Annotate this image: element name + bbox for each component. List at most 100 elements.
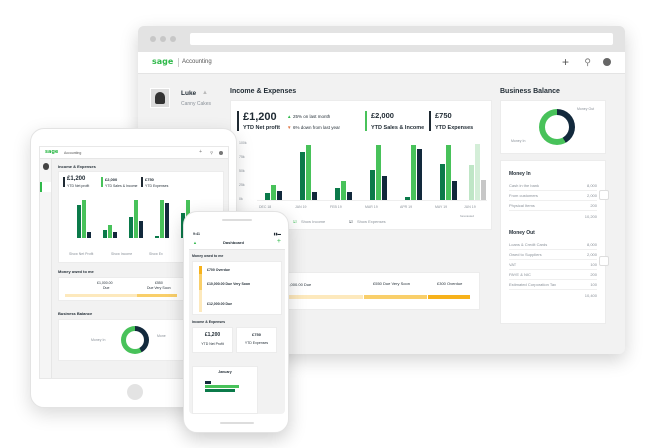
due-label: £1,000.00 Due xyxy=(285,282,312,287)
net-profit-label: YTD Net profit xyxy=(67,184,90,188)
list-item[interactable]: £700 Overdue xyxy=(207,268,230,272)
kpi-marker xyxy=(429,111,431,131)
expand-toggle[interactable] xyxy=(599,256,609,266)
table-row: VAT 100 xyxy=(509,260,597,270)
bar-group[interactable] xyxy=(370,142,388,200)
y-tick: 50k xyxy=(239,169,245,173)
tablet-sidebar xyxy=(40,159,52,378)
due-soon-bar[interactable] xyxy=(137,294,177,297)
overdue-bar[interactable] xyxy=(428,295,470,299)
plus-icon[interactable]: + xyxy=(561,55,569,69)
y-tick: 100k xyxy=(239,141,247,145)
donut-chart[interactable] xyxy=(539,109,575,145)
trend-up-text: 25% on last month xyxy=(293,114,331,119)
avatar[interactable] xyxy=(42,163,49,170)
money-owed-card: £1,000.00 Due £550 Due Very Soon £300 Ov… xyxy=(276,272,480,310)
phone-screen: 9:41 ▮▮▬ ▲ Dashboard + Money owed to me … xyxy=(189,230,285,414)
bar-group[interactable] xyxy=(300,142,318,200)
carousel-dots[interactable] xyxy=(231,358,243,389)
expand-toggle[interactable] xyxy=(599,190,609,200)
sage-logo[interactable]: sage xyxy=(152,57,174,66)
bar-chart: 100k 75k 50k 25k 0k xyxy=(239,141,487,201)
window-dot[interactable] xyxy=(160,36,166,42)
window-dot[interactable] xyxy=(170,36,176,42)
add-icon[interactable]: + xyxy=(276,238,281,245)
money-out-label: Money Out xyxy=(577,107,595,111)
soon-value: £550 xyxy=(155,281,163,285)
help-icon[interactable] xyxy=(219,151,223,155)
signal-battery-icon: ▮▮▬ xyxy=(273,232,281,236)
month-label: January xyxy=(218,370,232,374)
kpi-marker xyxy=(141,177,143,187)
home-button[interactable] xyxy=(127,384,143,400)
table-row: PAYE & NIC 200 xyxy=(509,270,597,280)
table-row: Estimated Corporation Tax 100 xyxy=(509,280,597,290)
sales-value: £2,000 xyxy=(105,177,118,182)
bar-group[interactable] xyxy=(440,142,458,200)
month-chart-card: January xyxy=(192,366,258,414)
show-net-profit-toggle[interactable]: Show Net Profit xyxy=(69,252,94,256)
show-income-toggle[interactable]: Show Income xyxy=(111,252,133,256)
money-out-label: Mone xyxy=(157,334,166,338)
money-in-label: Money In xyxy=(91,338,106,342)
status-time: 9:41 xyxy=(193,232,201,236)
due-soon-bar[interactable] xyxy=(364,295,427,299)
sales-label: YTD Sales & Income xyxy=(371,125,425,131)
list-item[interactable]: £12,000.00 Due xyxy=(207,302,233,306)
donut-chart[interactable] xyxy=(121,326,149,354)
address-bar[interactable] xyxy=(190,33,613,45)
show-expenses-toggle[interactable]: Show Ex xyxy=(149,252,163,256)
window-dot[interactable] xyxy=(150,36,156,42)
expenses-label: YTD Expenses xyxy=(435,125,474,131)
user-icon[interactable]: ▲ xyxy=(193,240,197,245)
x-tick: DEC 18 xyxy=(259,205,272,209)
bar-group[interactable] xyxy=(335,142,353,200)
search-icon[interactable]: ⚲ xyxy=(210,150,213,155)
x-tick: FEB 19 xyxy=(330,205,342,209)
tablet-header: sage Accounting + ⚲ xyxy=(40,147,228,159)
bar-group[interactable] xyxy=(265,142,283,200)
home-indicator[interactable] xyxy=(220,422,254,424)
divider xyxy=(178,58,179,67)
plus-icon[interactable]: + xyxy=(199,149,202,155)
user-name: Luke xyxy=(181,90,197,97)
net-profit-value: £1,200 xyxy=(243,111,277,123)
kpi-marker xyxy=(101,177,103,187)
kpi-marker xyxy=(63,177,65,187)
y-tick: 75k xyxy=(239,155,245,159)
help-icon[interactable] xyxy=(603,58,611,66)
expenses-value: £750 xyxy=(435,111,452,120)
sidebar-item-dashboard[interactable] xyxy=(40,182,51,192)
expenses-value: £750 xyxy=(145,177,154,182)
trend-up-icon: ▲ xyxy=(287,114,292,119)
sales-label: YTD Sales & Income xyxy=(105,184,138,188)
due-bar[interactable] xyxy=(65,294,137,297)
phone-header: 9:41 ▮▮▬ ▲ Dashboard + xyxy=(189,230,285,250)
show-income-checkbox[interactable]: ☑ xyxy=(293,219,297,224)
money-in-total: 10,200 xyxy=(584,214,597,219)
due-soon-label: £550 Due Very Soon xyxy=(373,281,410,286)
kpi-card[interactable]: £750 YTD Expenses xyxy=(236,327,277,353)
kpi-card[interactable]: £1,200 YTD Net Profit xyxy=(192,327,233,353)
bar-group[interactable] xyxy=(405,142,423,200)
search-icon[interactable]: ⚲ xyxy=(584,57,591,67)
bar-group-forecast[interactable] xyxy=(469,142,487,200)
sage-logo[interactable]: sage xyxy=(45,149,59,155)
business-balance-chart: Money Out Money In xyxy=(500,100,606,154)
balance-table: Money In Cash in the bank 8,000 From cust… xyxy=(500,160,606,324)
expenses-label: YTD Expenses xyxy=(145,184,169,188)
avatar[interactable] xyxy=(150,88,170,108)
business-balance-title: Business Balance xyxy=(500,88,560,95)
show-income-label: Show Income xyxy=(301,219,326,224)
browser-chrome xyxy=(138,26,625,52)
money-in-title: Money In xyxy=(509,171,531,177)
x-tick: MAY 19 xyxy=(435,205,448,209)
show-expenses-checkbox[interactable]: ☑ xyxy=(349,219,353,224)
list-item[interactable]: £10,000.00 Due Very Soon xyxy=(207,282,251,286)
net-profit-label: YTD Net profit xyxy=(243,125,280,131)
speaker xyxy=(222,219,252,221)
bell-icon[interactable]: ▲ xyxy=(202,90,208,96)
due-bar[interactable] xyxy=(281,295,363,299)
x-tick: JUN 19 xyxy=(464,205,476,209)
section-title: Income & Expenses xyxy=(192,320,226,324)
